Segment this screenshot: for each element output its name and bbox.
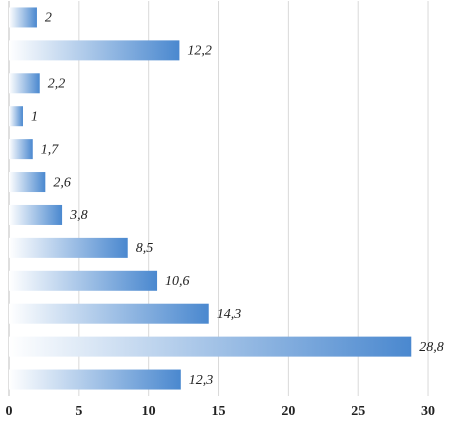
x-tick-label: 0 [6,404,13,419]
bar [9,303,209,324]
bar [9,7,37,28]
bar [9,172,46,193]
bar [9,369,181,390]
bar [9,336,412,357]
value-label: 2,6 [53,175,71,190]
bar [9,270,158,291]
value-label: 3,8 [69,208,88,223]
bar [9,40,180,61]
x-tick-label: 5 [75,404,82,419]
bar [9,204,63,225]
x-tick-label: 10 [142,404,156,419]
value-label: 1,7 [41,142,60,157]
x-tick-label: 25 [351,404,365,419]
value-label: 10,6 [165,274,190,289]
value-label: 2,2 [48,77,66,92]
bar [9,237,128,258]
x-tick-label: 30 [421,404,435,419]
value-label: 2 [45,11,52,26]
x-tick-label: 20 [281,404,295,419]
bar [9,106,23,127]
value-label: 12,2 [187,44,212,59]
bar [9,73,40,94]
value-label: 14,3 [217,307,242,322]
value-label: 8,5 [136,241,154,256]
x-tick-label: 15 [212,404,226,419]
value-label: 12,3 [189,373,214,388]
value-label: 1 [31,109,38,124]
value-label: 28,8 [419,340,444,355]
bar [9,139,33,160]
